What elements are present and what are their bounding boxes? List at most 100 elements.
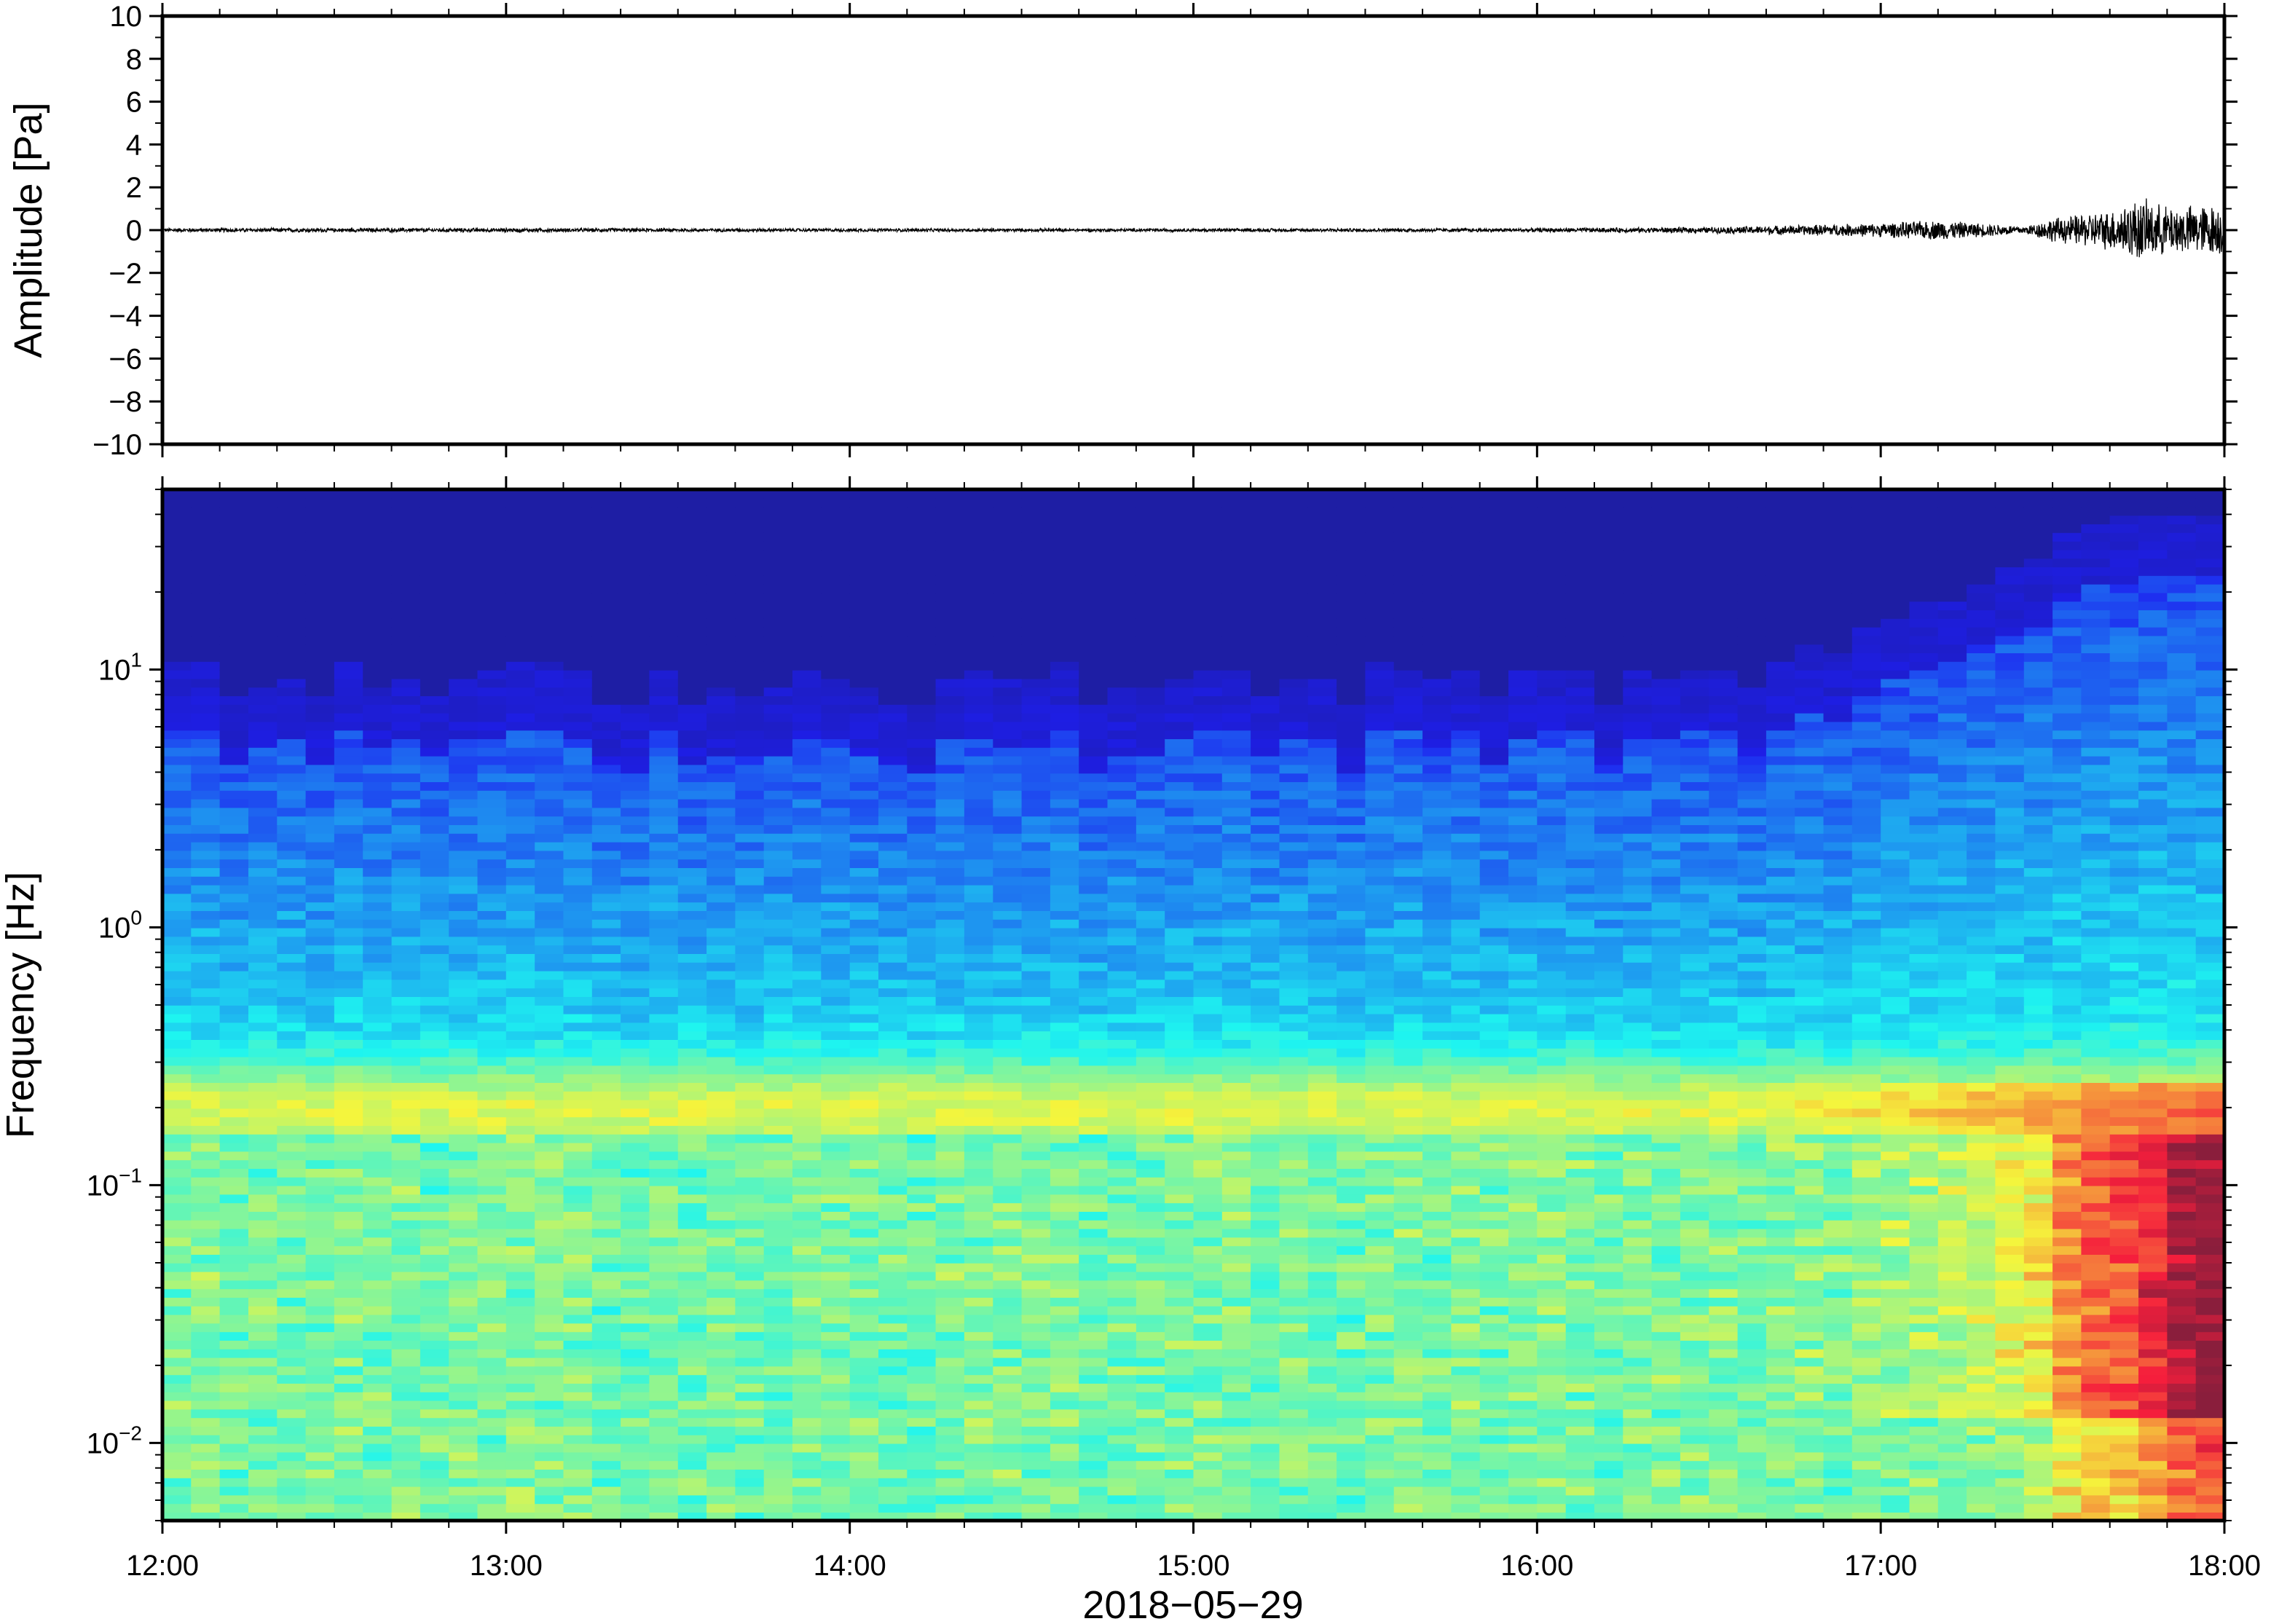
spectrogram-cell xyxy=(162,1048,192,1057)
spectrogram-cell xyxy=(162,687,192,696)
spectrogram-cell xyxy=(707,1030,736,1040)
spectrogram-cell xyxy=(591,1116,621,1126)
spectrogram-cell xyxy=(477,1177,507,1186)
spectrogram-cell xyxy=(621,1177,650,1186)
spectrogram-cell xyxy=(935,661,965,671)
spectrogram-cell xyxy=(477,1237,507,1247)
spectrogram-cell xyxy=(334,661,363,671)
spectrogram-cell xyxy=(363,1331,393,1341)
spectrogram-cell xyxy=(449,755,479,765)
spectrogram-cell xyxy=(964,1134,993,1143)
spectrogram-cell xyxy=(821,1168,851,1178)
spectrogram-cell xyxy=(621,1280,650,1290)
spectrogram-cell xyxy=(1307,1022,1337,1032)
spectrogram-cell xyxy=(1136,902,1165,911)
spectrogram-cell xyxy=(449,1022,479,1032)
spectrogram-cell xyxy=(505,558,535,567)
spectrogram-cell xyxy=(191,773,221,782)
spectrogram-cell xyxy=(1021,988,1051,997)
spectrogram-cell xyxy=(477,575,507,585)
spectrogram-cell xyxy=(1136,1065,1165,1075)
spectrogram-cell xyxy=(878,1271,908,1281)
spectrogram-cell xyxy=(391,515,421,524)
spectrogram-cell xyxy=(649,1400,679,1410)
spectrogram-cell xyxy=(935,1073,965,1083)
spectrogram-cell xyxy=(649,1503,679,1513)
spectrogram-cell xyxy=(1165,867,1194,877)
spectrogram-cell xyxy=(821,996,851,1006)
spectrogram-cell xyxy=(707,532,736,542)
spectrogram-cell xyxy=(1165,1469,1194,1478)
spectrogram-cell xyxy=(1279,1400,1309,1410)
spectrogram-cell xyxy=(1221,773,1251,782)
spectrogram-cell xyxy=(1165,1134,1194,1143)
spectrogram-cell xyxy=(1136,1297,1165,1306)
spectrogram-cell xyxy=(935,1494,965,1505)
spectrogram-cell xyxy=(935,558,965,567)
spectrogram-cell xyxy=(477,1271,507,1281)
spectrogram-cell xyxy=(821,1435,851,1444)
spectrogram-cell xyxy=(1193,824,1223,834)
spectrogram-cell xyxy=(505,893,535,903)
spectrogram-cell xyxy=(277,747,307,757)
spectrogram-cell xyxy=(964,626,993,636)
spectrogram-cell xyxy=(420,1306,449,1315)
spectrogram-cell xyxy=(621,953,650,963)
spectrogram-cell xyxy=(277,1314,307,1324)
spectrogram-cell xyxy=(1251,876,1280,886)
spectrogram-cell xyxy=(792,540,822,551)
spectrogram-cell xyxy=(792,1065,822,1075)
spectrogram-cell xyxy=(477,764,507,774)
spectrogram-cell xyxy=(677,919,707,929)
spectrogram-cell xyxy=(621,610,650,619)
spectrogram-cell xyxy=(591,721,621,731)
spectrogram-cell xyxy=(849,1340,879,1349)
spectrogram-cell xyxy=(792,979,822,989)
spectrogram-cell xyxy=(878,790,908,800)
spectrogram-cell xyxy=(707,1306,736,1315)
spectrogram-cell xyxy=(1021,1091,1051,1100)
spectrogram-cell xyxy=(1050,1374,1079,1384)
spectrogram-cell xyxy=(707,1374,736,1384)
spectrogram-cell xyxy=(1307,1151,1337,1161)
spectrogram-cell xyxy=(792,524,822,533)
spectrogram-cell xyxy=(1079,506,1109,516)
spectrogram-cell xyxy=(935,1108,965,1118)
spectrogram-cell xyxy=(563,524,593,533)
spectrogram-cell xyxy=(735,781,765,791)
spectrogram-cell xyxy=(277,1125,307,1135)
spectrogram-cell xyxy=(993,626,1023,636)
spectrogram-cell xyxy=(649,1108,679,1118)
spectrogram-cell xyxy=(1107,1202,1137,1212)
spectrogram-cell xyxy=(763,884,793,894)
spectrogram-cell xyxy=(449,1349,479,1358)
spectrogram-cell xyxy=(591,678,621,688)
spectrogram-cell xyxy=(505,1056,535,1066)
spectrogram-cell xyxy=(1079,558,1109,567)
spectrogram-cell xyxy=(1107,841,1137,851)
spectrogram-cell xyxy=(1193,927,1223,937)
spectrogram-cell xyxy=(1279,1435,1309,1444)
spectrogram-cell xyxy=(277,1108,307,1118)
spectrogram-cell xyxy=(1079,1323,1109,1333)
spectrogram-cell xyxy=(162,1220,192,1229)
spectrogram-cell xyxy=(707,867,736,877)
spectrogram-cell xyxy=(1079,1142,1109,1152)
spectrogram-cell xyxy=(449,1177,479,1186)
spectrogram-cell xyxy=(964,1091,993,1100)
spectrogram-cell xyxy=(334,988,363,997)
spectrogram-cell xyxy=(849,1383,879,1392)
spectrogram-cell xyxy=(763,1306,793,1315)
spectrogram-cell xyxy=(677,506,707,516)
spectrogram-cell xyxy=(277,1460,307,1470)
spectrogram-cell xyxy=(1050,945,1079,954)
spectrogram-cell xyxy=(878,1426,908,1435)
spectrogram-cell xyxy=(1165,807,1194,817)
spectrogram-cell xyxy=(878,859,908,868)
spectrogram-cell xyxy=(391,695,421,705)
spectrogram-cell xyxy=(821,807,851,817)
spectrogram-cell xyxy=(763,876,793,886)
spectrogram-cell xyxy=(305,1211,335,1221)
spectrogram-cell xyxy=(391,687,421,696)
spectrogram-cell xyxy=(277,1142,307,1152)
